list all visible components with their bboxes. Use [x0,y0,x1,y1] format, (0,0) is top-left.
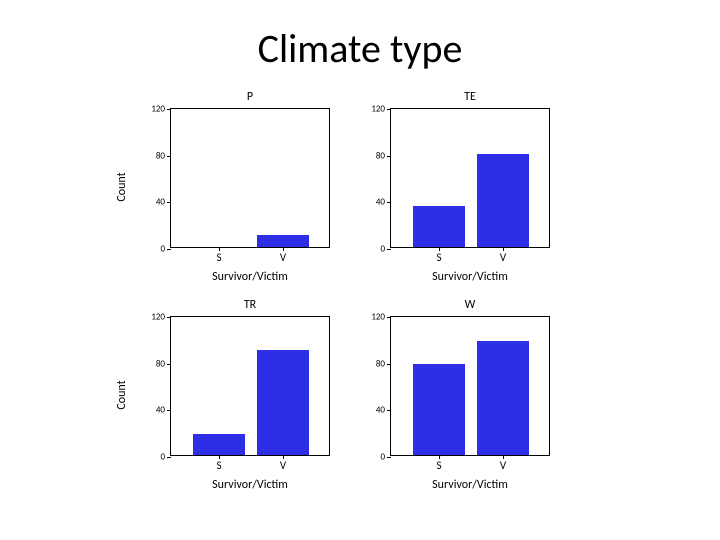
panel-title-TE: TE [370,90,570,106]
panel-P: P 04080120SV Survivor/Victim [150,90,350,284]
y-axis-label-bottom: Count [115,380,129,409]
y-tick [387,202,391,203]
y-tick-label: 0 [160,244,165,255]
x-axis-label-P: Survivor/Victim [150,270,350,284]
bar-V [477,154,528,247]
x-axis-label-W: Survivor/Victim [370,478,570,492]
y-tick-label: 80 [376,358,385,369]
x-tick-label: V [280,459,286,472]
chart-grid: Count P 04080120SV Survivor/Victim TE 04… [150,90,590,492]
y-tick-label: 40 [156,405,165,416]
y-tick-label: 120 [371,104,385,115]
y-tick-label: 40 [156,197,165,208]
y-tick-label: 80 [156,150,165,161]
x-axis-label-TE: Survivor/Victim [370,270,570,284]
y-tick-label: 120 [151,312,165,323]
bar-V [477,341,528,455]
y-tick [167,317,171,318]
y-tick-label: 0 [160,452,165,463]
bar-S [413,364,464,455]
x-tick-label: S [216,251,221,264]
y-tick-label: 0 [380,452,385,463]
y-tick-label: 120 [371,312,385,323]
chart-row-top: Count P 04080120SV Survivor/Victim TE 04… [150,90,590,284]
bar-S [193,434,244,455]
panel-W: W 04080120SV Survivor/Victim [370,298,570,492]
plot-P: 04080120SV [170,108,330,248]
bar-V [257,235,308,247]
y-tick [387,364,391,365]
y-tick [387,457,391,458]
x-tick-label: S [436,459,441,472]
y-tick [387,249,391,250]
y-tick-label: 0 [380,244,385,255]
y-tick [387,156,391,157]
y-axis-label-top: Count [115,172,129,201]
plot-W: 04080120SV [390,316,550,456]
y-tick [387,317,391,318]
panel-TR: TR 04080120SV Survivor/Victim [150,298,350,492]
x-tick-label: V [500,459,506,472]
page-title: Climate type [0,24,720,73]
y-tick-label: 120 [151,104,165,115]
x-axis-label-TR: Survivor/Victim [150,478,350,492]
y-tick [167,156,171,157]
panel-title-TR: TR [150,298,350,314]
y-tick-label: 80 [156,358,165,369]
panel-title-P: P [150,90,350,106]
panel-title-W: W [370,298,570,314]
y-tick [387,109,391,110]
x-tick-label: V [500,251,506,264]
y-tick [167,202,171,203]
y-tick-label: 40 [376,197,385,208]
plot-TE: 04080120SV [390,108,550,248]
plot-TR: 04080120SV [170,316,330,456]
bar-V [257,350,308,455]
x-tick-label: S [216,459,221,472]
y-tick [167,410,171,411]
y-tick [167,364,171,365]
panel-TE: TE 04080120SV Survivor/Victim [370,90,570,284]
chart-row-bottom: Count TR 04080120SV Survivor/Victim W 04… [150,298,590,492]
x-tick-label: S [436,251,441,264]
y-tick [387,410,391,411]
y-tick [167,109,171,110]
bar-S [413,206,464,247]
y-tick [167,457,171,458]
y-tick-label: 40 [376,405,385,416]
y-tick [167,249,171,250]
x-tick-label: V [280,251,286,264]
y-tick-label: 80 [376,150,385,161]
